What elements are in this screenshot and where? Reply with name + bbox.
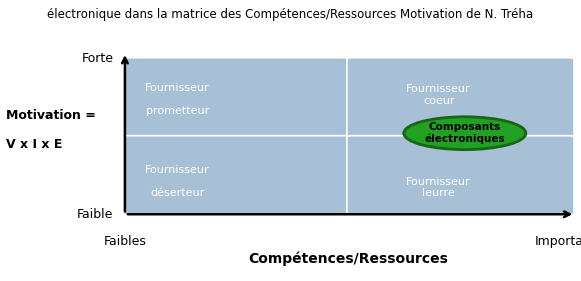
Text: V x I x E: V x I x E: [6, 138, 62, 151]
Text: Compétences/Ressources: Compétences/Ressources: [249, 251, 449, 266]
FancyBboxPatch shape: [347, 136, 574, 215]
Text: Faible: Faible: [77, 208, 113, 221]
Text: Composants
électroniques: Composants électroniques: [425, 122, 505, 144]
Text: Fournisseur
coeur: Fournisseur coeur: [406, 85, 471, 106]
Text: Forte: Forte: [81, 52, 113, 65]
Text: Importantes: Importantes: [535, 235, 581, 248]
Ellipse shape: [404, 117, 526, 149]
Text: Fournisseur

prometteur: Fournisseur prometteur: [145, 83, 210, 116]
FancyBboxPatch shape: [347, 58, 574, 137]
FancyBboxPatch shape: [123, 136, 350, 215]
Text: électronique dans la matrice des Compétences/Ressources Motivation de N. Tréha: électronique dans la matrice des Compéte…: [48, 8, 533, 21]
Text: Motivation =: Motivation =: [6, 109, 96, 122]
Text: Fournisseur
leurre: Fournisseur leurre: [406, 177, 471, 198]
Text: Faibles: Faibles: [103, 235, 146, 248]
FancyBboxPatch shape: [123, 58, 350, 137]
Text: Fournisseur

déserteur: Fournisseur déserteur: [145, 165, 210, 198]
